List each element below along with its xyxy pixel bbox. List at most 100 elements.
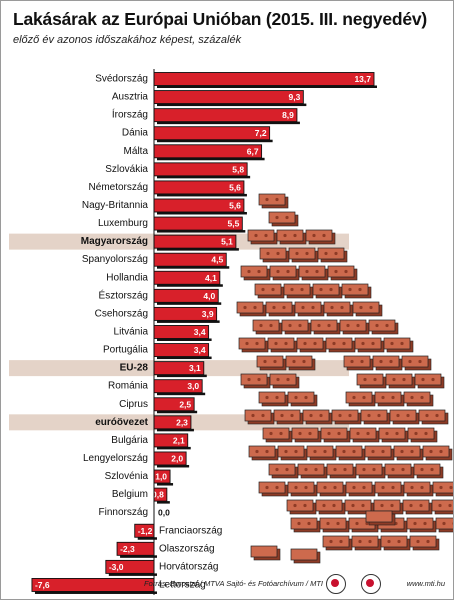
brick-icon <box>380 535 411 551</box>
brick-icon <box>268 463 299 479</box>
category-label: Dánia <box>122 128 149 139</box>
category-label: Svédország <box>95 74 148 85</box>
value-label: 5,8 <box>232 164 244 174</box>
brick-icon <box>374 391 405 407</box>
brick-icon <box>339 319 370 335</box>
bar-shadow <box>157 392 206 396</box>
category-label: Spanyolország <box>82 254 148 265</box>
brick-icon <box>291 427 322 443</box>
brick-icon <box>258 193 289 209</box>
category-label: Bulgária <box>111 435 148 446</box>
category-label: Ciprus <box>119 399 148 410</box>
value-label: 5,6 <box>229 182 241 192</box>
brick-icon <box>238 337 269 353</box>
brick-icon <box>247 229 278 245</box>
brick-icon <box>297 463 328 479</box>
footer: Forrás: Eurostat / MTVA Sajtó- és Fotóar… <box>1 573 453 599</box>
value-label: 5,6 <box>229 200 241 210</box>
bar-shadow <box>157 193 247 197</box>
category-label: Horvátország <box>159 561 218 572</box>
brick-icon <box>364 445 395 461</box>
brick-icon <box>341 283 372 299</box>
brick-icon <box>351 535 382 551</box>
bar <box>153 126 271 141</box>
bar <box>153 72 375 86</box>
brick-icon <box>378 427 409 443</box>
brick-icon <box>409 535 440 551</box>
bar-shadow <box>137 537 157 540</box>
bar-shadow <box>157 374 207 378</box>
category-label: Írország <box>112 108 148 121</box>
brick-icon <box>254 283 285 299</box>
brick-icon <box>288 247 319 263</box>
value-label: 8,9 <box>282 110 294 120</box>
category-label: Litvánia <box>114 326 149 337</box>
bar-shadow <box>120 555 157 558</box>
brick-icon <box>240 373 271 389</box>
value-label: 0,8 <box>152 490 164 500</box>
category-label: Szlovákia <box>105 164 148 175</box>
brick-icon <box>281 319 312 335</box>
brick-icon <box>287 391 318 407</box>
value-label: 4,5 <box>211 255 223 265</box>
category-label: Hollandia <box>106 272 148 283</box>
brick-icon <box>348 517 379 533</box>
brick-icon <box>317 247 348 263</box>
brick-icon <box>269 265 300 281</box>
category-label: Románia <box>108 381 148 392</box>
brick-icon <box>269 373 300 389</box>
brick-icon <box>312 283 343 299</box>
bar <box>153 144 263 159</box>
brick-icon <box>389 409 420 425</box>
brick-icon <box>290 517 321 533</box>
brick-icon <box>349 427 380 443</box>
loose-brick-icon <box>250 545 281 561</box>
brick-icon <box>296 337 327 353</box>
value-label: 9,3 <box>289 92 301 102</box>
chart-subtitle: előző év azonos időszakához képest, száz… <box>13 34 242 46</box>
brick-icon <box>268 211 299 227</box>
source-note: Forrás: Eurostat / MTVA Sajtó- és Fotóar… <box>144 579 323 588</box>
brick-icon <box>401 355 432 371</box>
brick-icon <box>258 481 289 497</box>
brick-icon <box>355 463 386 479</box>
brick-icon <box>360 409 391 425</box>
brick-icon <box>305 229 336 245</box>
value-label: 3,0 <box>187 381 199 391</box>
brick-icon <box>403 391 434 407</box>
brick-icon <box>402 499 433 515</box>
bar-shadow <box>157 139 273 143</box>
category-label: Nagy-Britannia <box>82 200 149 211</box>
value-label: 7,2 <box>255 128 267 138</box>
brick-icon <box>414 373 445 389</box>
brick-icon <box>403 481 434 497</box>
brick-icon <box>236 301 267 317</box>
brick-icon <box>374 481 405 497</box>
brick-icon <box>393 445 424 461</box>
brick-icon <box>327 265 358 281</box>
bar-shadow <box>157 320 220 323</box>
brick-icon <box>345 391 376 407</box>
bar-shadow <box>157 103 307 107</box>
brick-icon <box>315 499 346 515</box>
brick-icon <box>368 319 399 335</box>
brick-icon <box>252 319 283 335</box>
category-label: Észtország <box>99 288 148 301</box>
bar-shadow <box>157 230 246 233</box>
bar <box>153 108 298 123</box>
brick-icon <box>262 427 293 443</box>
category-label: Luxemburg <box>98 218 148 229</box>
brick-icon <box>286 499 317 515</box>
bar-shadow <box>157 211 247 215</box>
bar-shadow <box>157 501 170 504</box>
category-label: Málta <box>124 146 149 157</box>
chart-title: Lakásárak az Európai Unióban (2015. III.… <box>13 9 428 29</box>
bar-shadow <box>157 175 251 179</box>
category-label: Franciaország <box>159 525 222 536</box>
brick-icon <box>259 247 290 263</box>
category-label: Finnország <box>99 507 148 518</box>
value-label: 13,7 <box>354 74 371 84</box>
brick-icon <box>435 517 453 533</box>
brick-icon <box>258 391 289 407</box>
brick-icon <box>331 409 362 425</box>
